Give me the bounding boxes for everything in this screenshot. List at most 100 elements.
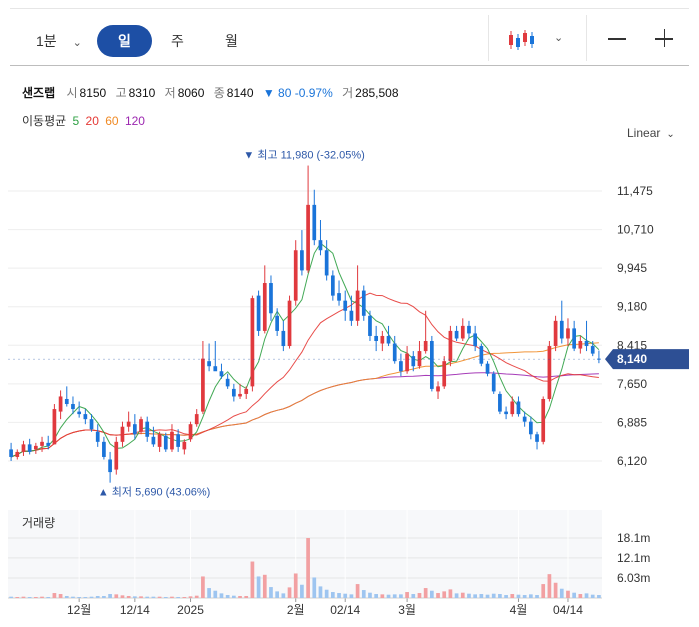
volume-bar	[547, 574, 552, 598]
price-tick-label: 9,945	[617, 261, 647, 275]
volume-bar	[541, 584, 546, 598]
candle-body	[578, 341, 583, 349]
candle-body	[46, 442, 51, 446]
candle-body	[535, 434, 539, 442]
ma120-line	[10, 372, 599, 458]
candle-body	[238, 393, 242, 397]
zoom-in-button[interactable]	[653, 25, 677, 53]
price-tick-label: 7,650	[617, 377, 647, 391]
chart-type-chevron-down-icon[interactable]: ⌄	[554, 32, 564, 44]
volume-bar	[417, 593, 422, 598]
volume-bar	[21, 596, 26, 598]
candle-body	[163, 435, 168, 450]
volume-bar	[343, 593, 348, 598]
volume-bar	[52, 593, 57, 598]
volume-bar	[399, 594, 403, 598]
volume-bar	[368, 592, 372, 598]
candle-body	[429, 341, 434, 389]
volume-bar	[306, 538, 310, 598]
candlestick-icon[interactable]	[507, 28, 537, 52]
candle-body	[269, 283, 273, 314]
candle-body	[528, 421, 533, 435]
volume-bar	[423, 588, 428, 598]
candle-body	[516, 401, 521, 415]
volume-bar	[77, 597, 82, 598]
volume-bar	[361, 590, 366, 598]
tab-day[interactable]: 일	[97, 25, 152, 57]
candle-body	[262, 283, 267, 331]
price-tick-label: 6,885	[617, 415, 647, 429]
candle-body	[157, 434, 162, 447]
candle-body	[120, 426, 125, 442]
volume-bar	[287, 587, 292, 598]
interval-minute-label: 1분	[36, 33, 57, 49]
price-tick-label: 11,475	[617, 184, 653, 198]
open-label: 시	[66, 86, 78, 100]
volume-bar	[132, 596, 137, 598]
x-tick-label: 02/14	[330, 603, 360, 617]
volume-bar	[83, 597, 88, 598]
candle-body	[386, 335, 391, 344]
volume-bar	[151, 596, 156, 598]
candle-body	[405, 353, 409, 372]
candle-body	[318, 240, 323, 251]
zoom-out-button[interactable]	[606, 25, 630, 53]
candle-body	[108, 459, 112, 473]
candle-body	[33, 445, 38, 450]
volume-bar	[33, 597, 38, 598]
max-price-annotation: ▼ 최고 11,980 (-32.05%)	[243, 149, 364, 162]
volume-bar	[126, 596, 131, 598]
candle-body	[219, 371, 224, 377]
volume-bar	[454, 593, 459, 598]
volume-bar	[590, 594, 595, 598]
volume-bar	[238, 596, 242, 598]
volume-bar	[71, 596, 75, 598]
scale-selector[interactable]: Linear ⌄	[627, 126, 675, 140]
tab-week[interactable]: 주	[171, 33, 184, 49]
volume-bar	[405, 592, 409, 598]
tab-month[interactable]: 월	[225, 33, 238, 49]
candle-body	[559, 320, 564, 339]
volume-bar	[300, 584, 304, 598]
candle-body	[275, 315, 280, 331]
high-value: 8310	[128, 86, 156, 100]
volume-bar	[559, 588, 564, 598]
volume-bar	[485, 594, 490, 598]
candle-body	[306, 204, 310, 271]
candle-body	[541, 398, 546, 442]
candle-body	[584, 341, 589, 347]
volume-bar	[269, 587, 273, 598]
ma-legend-5: 5	[72, 114, 80, 128]
candle-body	[83, 414, 88, 420]
ma5-line	[10, 242, 600, 458]
volume-panel-background	[8, 510, 602, 598]
candle-body	[256, 295, 261, 331]
toolbar-divider	[586, 15, 587, 61]
candle-body	[293, 250, 298, 301]
volume-tick-label: 6.03m	[617, 571, 650, 585]
volume-bar	[337, 593, 341, 598]
volume-bar	[467, 593, 471, 598]
ma20-line	[10, 292, 599, 458]
candle-body	[281, 330, 286, 347]
candle-body	[114, 441, 119, 470]
volume-bar	[380, 594, 385, 598]
candle-body	[460, 325, 465, 339]
volume-bar	[58, 594, 63, 598]
volume-bar	[386, 594, 391, 598]
volume-bar	[182, 597, 187, 598]
interval-minute-dropdown[interactable]: 1분 ⌄	[36, 25, 82, 57]
candle-body	[139, 419, 143, 432]
low-label: 저	[164, 86, 176, 100]
candle-body	[380, 335, 385, 344]
candle-body	[207, 361, 211, 367]
volume-bar	[15, 597, 20, 598]
candle-body	[170, 431, 174, 450]
volume-bar	[163, 597, 168, 598]
volume-bar	[256, 576, 261, 598]
candle-body	[566, 328, 570, 339]
low-value: 8060	[177, 86, 205, 100]
volume-bar	[40, 596, 44, 598]
volume-bar	[516, 594, 521, 598]
